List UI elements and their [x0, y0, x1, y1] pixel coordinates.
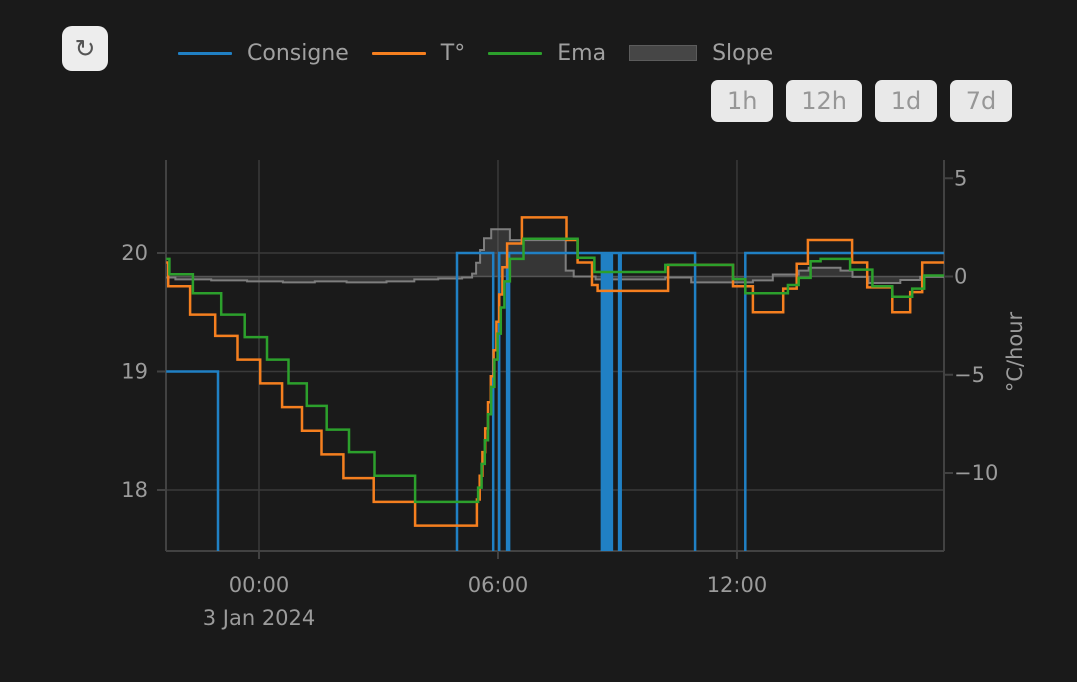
y-right-label-5: 5 [954, 166, 967, 190]
range-button-1d[interactable]: 1d [875, 80, 937, 122]
legend-item-t[interactable]: T° [371, 40, 466, 66]
legend-item-consigne[interactable]: Consigne [178, 41, 349, 66]
y-left-label-20: 20 [121, 241, 148, 265]
series-area-slope [166, 229, 944, 283]
x-label-00-00: 00:00 [229, 573, 290, 597]
y-right-label-0: 0 [954, 265, 967, 289]
refresh-button[interactable]: ↻ [62, 26, 108, 71]
legend-label-t: T° [440, 40, 466, 66]
range-button-group: 1h 12h 1d 7d [711, 80, 1012, 122]
legend-label-consigne: Consigne [247, 40, 349, 66]
refresh-icon: ↻ [74, 34, 96, 63]
plot-area[interactable] [166, 160, 944, 551]
legend-label-slope: Slope [712, 40, 774, 66]
x-label-06-00: 06:00 [468, 573, 529, 597]
series-line-slope [166, 228, 944, 284]
series-line-ema [166, 237, 944, 504]
y-left-label-19: 19 [121, 360, 148, 384]
y-right-label-10: −10 [954, 461, 998, 485]
series-line-t [166, 216, 944, 527]
legend-item-ema[interactable]: Ema [488, 41, 606, 66]
line-swatch-t [371, 51, 426, 55]
line-swatch-ema [488, 51, 543, 55]
chart-legend: Consigne T° Ema Slope [178, 39, 773, 67]
line-swatch-consigne [178, 51, 232, 55]
y-right-label-5: −5 [954, 363, 985, 387]
legend-label-ema: Ema [557, 40, 607, 66]
range-button-1h[interactable]: 1h [711, 80, 774, 122]
legend-item-slope[interactable]: Slope [629, 41, 773, 66]
range-button-7d[interactable]: 7d [950, 80, 1012, 122]
right-axis-title: °C/hour [1003, 311, 1027, 392]
x-axis-date-label: 3 Jan 2024 [203, 606, 316, 630]
area-swatch-slope [629, 45, 698, 61]
x-label-12-00: 12:00 [707, 573, 768, 597]
range-button-12h[interactable]: 12h [786, 80, 862, 122]
y-left-label-18: 18 [121, 478, 148, 502]
